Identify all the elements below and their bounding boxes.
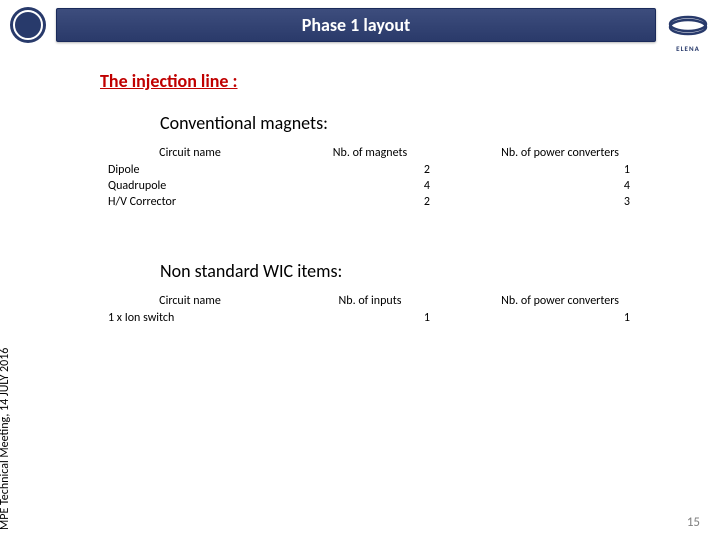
cell-magnets: 2	[280, 194, 460, 210]
cell-converters: 1	[460, 162, 660, 178]
cern-logo	[10, 7, 46, 43]
conventional-table: Circuit name Nb. of magnets Nb. of power…	[100, 144, 660, 210]
header-bar: Phase 1 layout ELENA	[0, 0, 720, 50]
cell-magnets: 2	[280, 162, 460, 178]
cell-converters: 1	[460, 310, 660, 326]
table-row: H/V Corrector 2 3	[100, 194, 660, 210]
col-circuit-name: Circuit name	[100, 144, 280, 162]
content-area: The injection line : Conventional magnet…	[0, 50, 720, 326]
cell-name: Quadrupole	[100, 178, 280, 194]
cell-inputs: 1	[280, 310, 460, 326]
table-header-row: Circuit name Nb. of magnets Nb. of power…	[100, 144, 660, 162]
table-row: 1 x Ion switch 1 1	[100, 310, 660, 326]
sidebar-meeting-text: MPE Technical Meeting, 14 JULY 2016	[0, 348, 12, 530]
page-title: Phase 1 layout	[302, 14, 411, 36]
table-row: Quadrupole 4 4	[100, 178, 660, 194]
title-bar: Phase 1 layout	[56, 8, 656, 42]
nonstandard-table: Circuit name Nb. of inputs Nb. of power …	[100, 292, 660, 326]
table-row: Dipole 2 1	[100, 162, 660, 178]
cell-magnets: 4	[280, 178, 460, 194]
cell-name: H/V Corrector	[100, 194, 280, 210]
elena-label: ELENA	[666, 44, 710, 53]
cell-name: 1 x Ion switch	[100, 310, 280, 326]
cell-converters: 4	[460, 178, 660, 194]
cell-name: Dipole	[100, 162, 280, 178]
col-magnets: Nb. of magnets	[280, 144, 460, 162]
page-number: 15	[687, 515, 700, 530]
col-converters: Nb. of power converters	[460, 144, 660, 162]
col-converters: Nb. of power converters	[460, 292, 660, 310]
cell-converters: 3	[460, 194, 660, 210]
conventional-title: Conventional magnets:	[160, 112, 680, 134]
section-title: The injection line :	[100, 70, 680, 92]
elena-logo: ELENA	[666, 9, 710, 41]
col-inputs: Nb. of inputs	[280, 292, 460, 310]
nonstandard-title: Non standard WIC items:	[160, 260, 680, 282]
table-header-row: Circuit name Nb. of inputs Nb. of power …	[100, 292, 660, 310]
col-circuit-name: Circuit name	[100, 292, 280, 310]
